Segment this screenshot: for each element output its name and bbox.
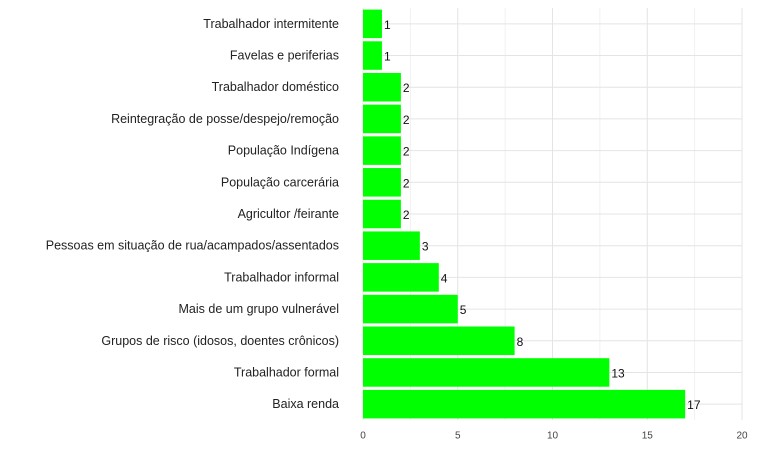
value-label: 17 [687, 398, 701, 412]
bar [363, 231, 420, 260]
value-label: 8 [517, 335, 524, 349]
bar [363, 9, 382, 39]
value-label: 4 [441, 271, 448, 285]
category-label: Trabalhador doméstico [212, 80, 339, 94]
x-tick-label: 10 [547, 431, 559, 442]
category-label: Pessoas em situação de rua/acampados/ass… [46, 239, 339, 253]
category-label: População Indígena [228, 144, 339, 158]
value-label: 1 [384, 18, 391, 32]
bars [363, 9, 686, 419]
category-label: Favelas e periferias [230, 49, 339, 63]
bar [363, 389, 686, 419]
value-label: 5 [460, 303, 467, 317]
category-label: Agricultor /feirante [238, 207, 339, 221]
bar [363, 199, 401, 229]
bar [363, 168, 401, 197]
value-label: 2 [403, 208, 410, 222]
category-label: Mais de um grupo vulnerável [179, 302, 340, 316]
x-tick-label: 15 [642, 431, 654, 442]
x-tick-label: 5 [455, 431, 461, 442]
category-label: Reintegração de posse/despejo/remoção [111, 112, 339, 126]
bar [363, 41, 382, 70]
value-label: 13 [611, 366, 625, 380]
category-label: Baixa renda [272, 397, 339, 411]
value-labels: 1 1 2 2 2 2 2 3 4 5 8 13 17 [384, 18, 701, 412]
category-label: Trabalhador formal [234, 365, 339, 379]
value-label: 2 [403, 113, 410, 127]
bar [363, 104, 401, 134]
value-label: 3 [422, 240, 429, 254]
category-label: Trabalhador informal [224, 270, 339, 284]
bar [363, 326, 515, 356]
bar [363, 72, 401, 102]
bar [363, 358, 610, 387]
category-label: Grupos de risco (idosos, doentes crônico… [101, 334, 339, 348]
category-label: População carcerária [221, 175, 339, 189]
bar [363, 263, 439, 292]
category-labels: Trabalhador intermitente Favelas e perife… [46, 17, 339, 411]
value-label: 2 [403, 81, 410, 95]
x-axis-ticks: 0 5 10 15 20 [360, 431, 748, 442]
value-label: 2 [403, 145, 410, 159]
bar [363, 294, 458, 324]
bar [363, 136, 401, 165]
x-tick-label: 20 [736, 431, 748, 442]
value-label: 2 [403, 176, 410, 190]
value-label: 1 [384, 50, 391, 64]
category-label: Trabalhador intermitente [203, 17, 339, 31]
x-tick-label: 0 [360, 431, 366, 442]
